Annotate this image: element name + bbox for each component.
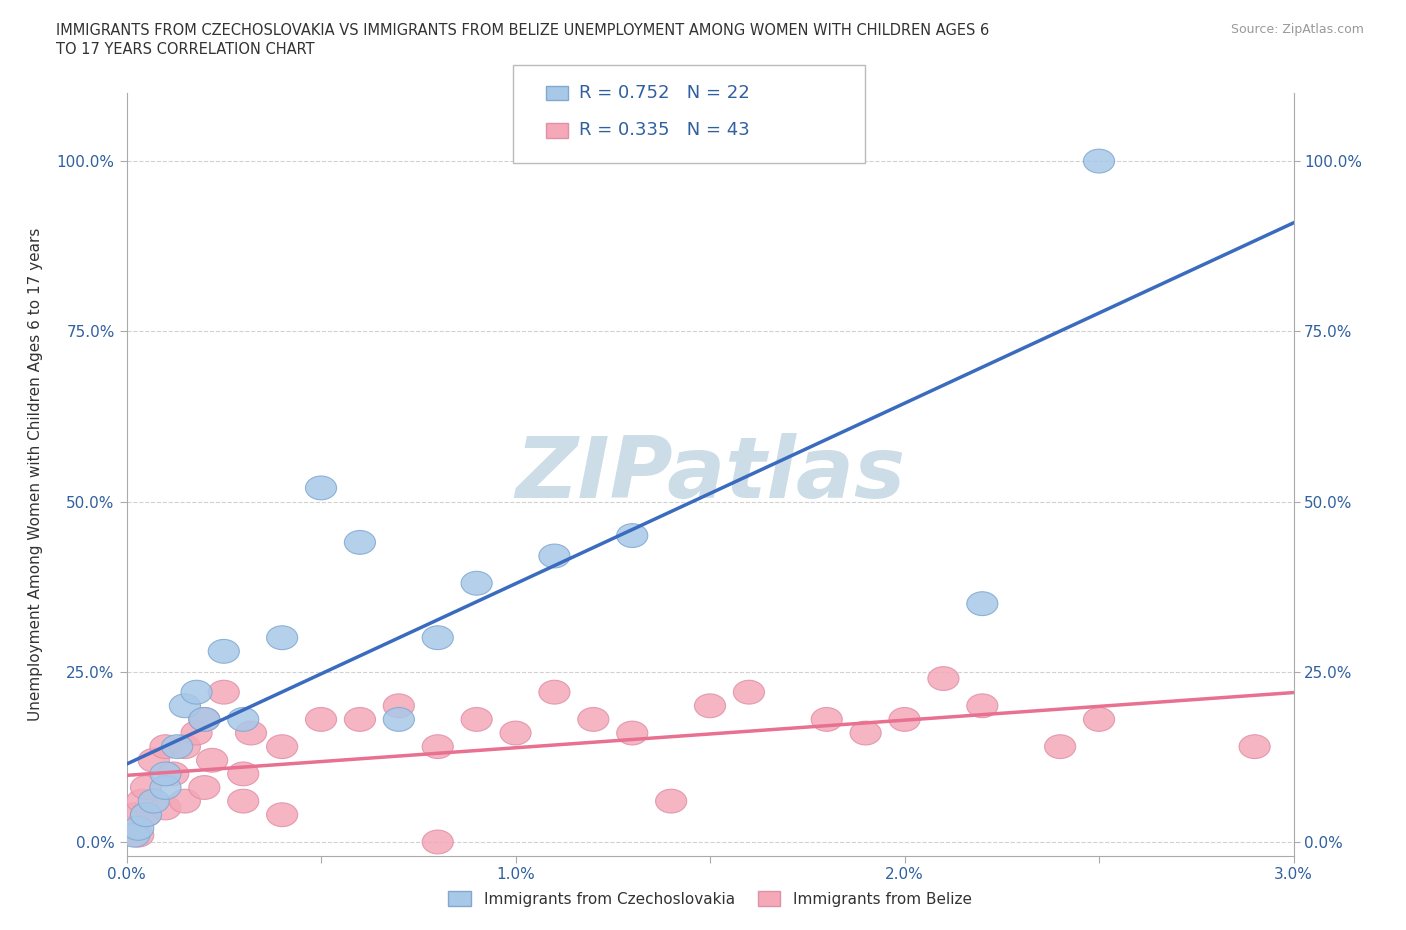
Ellipse shape	[188, 776, 219, 800]
Ellipse shape	[228, 708, 259, 731]
Ellipse shape	[208, 680, 239, 704]
Ellipse shape	[208, 640, 239, 663]
Ellipse shape	[188, 708, 219, 731]
Ellipse shape	[578, 708, 609, 731]
Text: R = 0.752   N = 22: R = 0.752 N = 22	[579, 84, 749, 102]
Ellipse shape	[344, 708, 375, 731]
Ellipse shape	[305, 708, 336, 731]
Ellipse shape	[157, 762, 188, 786]
Ellipse shape	[617, 721, 648, 745]
Ellipse shape	[127, 790, 157, 813]
Ellipse shape	[811, 708, 842, 731]
Ellipse shape	[138, 790, 169, 813]
Ellipse shape	[150, 735, 181, 759]
Ellipse shape	[422, 735, 453, 759]
Ellipse shape	[169, 694, 201, 718]
Ellipse shape	[422, 830, 453, 854]
Ellipse shape	[115, 817, 146, 841]
Ellipse shape	[928, 667, 959, 690]
Ellipse shape	[235, 721, 267, 745]
Ellipse shape	[1239, 735, 1270, 759]
Ellipse shape	[501, 721, 531, 745]
Ellipse shape	[384, 708, 415, 731]
Ellipse shape	[188, 708, 219, 731]
Ellipse shape	[967, 694, 998, 718]
Ellipse shape	[267, 803, 298, 827]
Ellipse shape	[1084, 708, 1115, 731]
Ellipse shape	[267, 626, 298, 650]
Ellipse shape	[538, 680, 569, 704]
Text: IMMIGRANTS FROM CZECHOSLOVAKIA VS IMMIGRANTS FROM BELIZE UNEMPLOYMENT AMONG WOME: IMMIGRANTS FROM CZECHOSLOVAKIA VS IMMIGR…	[56, 23, 990, 38]
Ellipse shape	[150, 796, 181, 820]
Ellipse shape	[131, 776, 162, 800]
Ellipse shape	[734, 680, 765, 704]
Ellipse shape	[150, 776, 181, 800]
Ellipse shape	[138, 749, 169, 772]
Ellipse shape	[228, 762, 259, 786]
Text: R = 0.335   N = 43: R = 0.335 N = 43	[579, 121, 749, 140]
Legend: Immigrants from Czechoslovakia, Immigrants from Belize: Immigrants from Czechoslovakia, Immigran…	[443, 884, 977, 912]
Ellipse shape	[131, 803, 162, 827]
Ellipse shape	[851, 721, 882, 745]
Ellipse shape	[162, 735, 193, 759]
Ellipse shape	[118, 823, 150, 847]
Ellipse shape	[422, 626, 453, 650]
Ellipse shape	[131, 803, 162, 827]
Ellipse shape	[122, 817, 153, 841]
Ellipse shape	[181, 680, 212, 704]
Ellipse shape	[228, 790, 259, 813]
Ellipse shape	[1045, 735, 1076, 759]
Text: ZIPatlas: ZIPatlas	[515, 432, 905, 516]
Ellipse shape	[655, 790, 686, 813]
Ellipse shape	[617, 524, 648, 548]
Ellipse shape	[169, 790, 201, 813]
Ellipse shape	[267, 735, 298, 759]
Ellipse shape	[461, 708, 492, 731]
Ellipse shape	[305, 476, 336, 499]
Ellipse shape	[169, 735, 201, 759]
Ellipse shape	[197, 749, 228, 772]
Ellipse shape	[118, 803, 150, 827]
Ellipse shape	[122, 823, 153, 847]
Y-axis label: Unemployment Among Women with Children Ages 6 to 17 years: Unemployment Among Women with Children A…	[28, 228, 42, 721]
Ellipse shape	[695, 694, 725, 718]
Ellipse shape	[967, 591, 998, 616]
Ellipse shape	[1084, 149, 1115, 173]
Ellipse shape	[384, 694, 415, 718]
Ellipse shape	[461, 571, 492, 595]
Ellipse shape	[150, 762, 181, 786]
Text: TO 17 YEARS CORRELATION CHART: TO 17 YEARS CORRELATION CHART	[56, 42, 315, 57]
Text: Source: ZipAtlas.com: Source: ZipAtlas.com	[1230, 23, 1364, 36]
Ellipse shape	[889, 708, 920, 731]
Ellipse shape	[538, 544, 569, 568]
Ellipse shape	[181, 721, 212, 745]
Ellipse shape	[344, 530, 375, 554]
